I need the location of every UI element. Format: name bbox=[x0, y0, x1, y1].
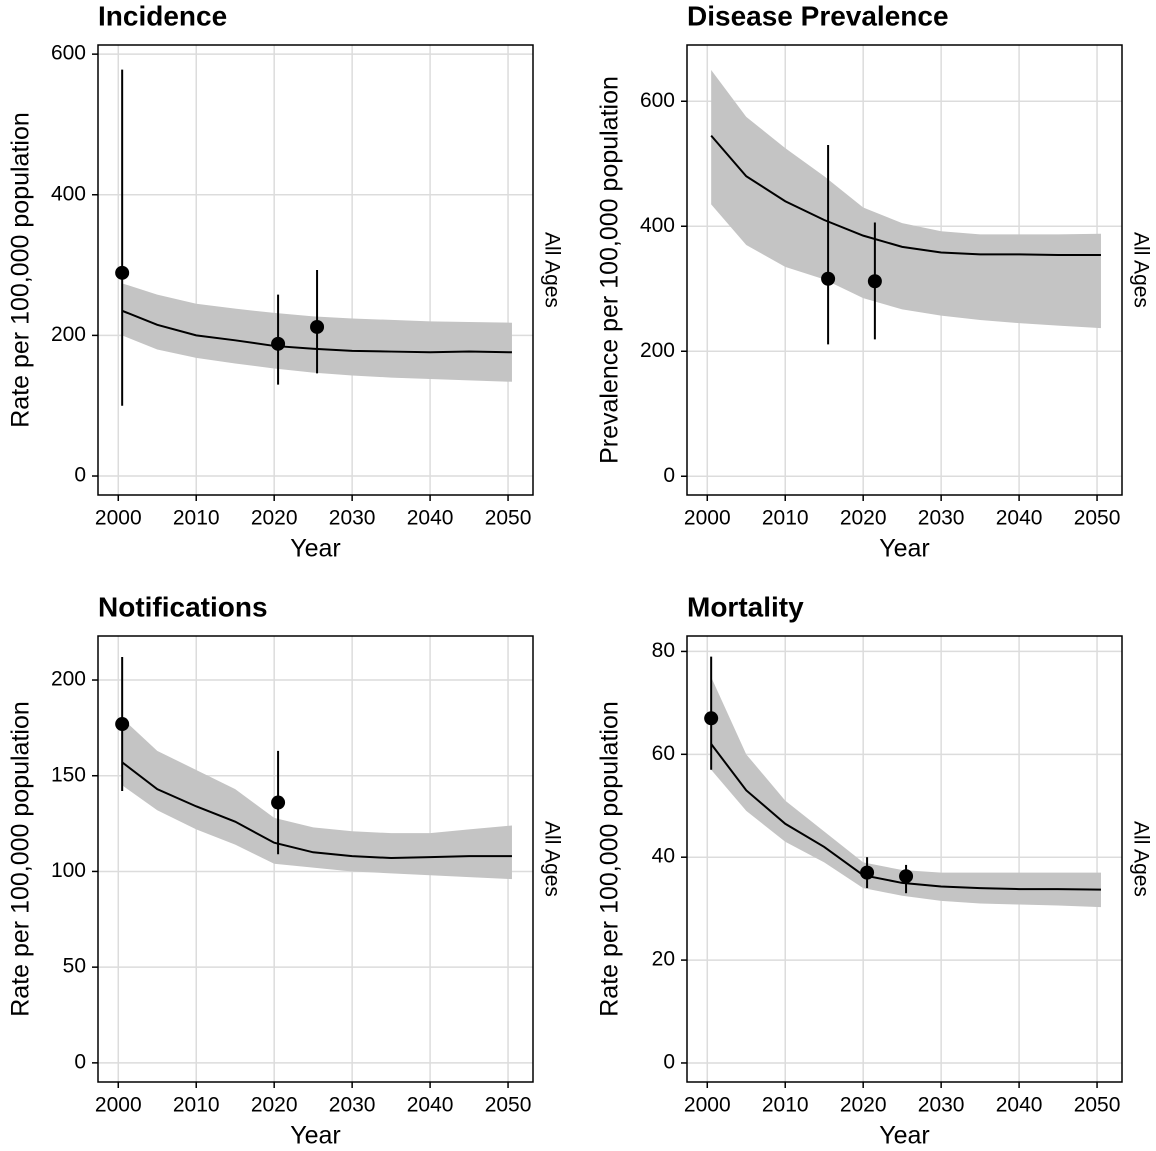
x-tick-label: 2050 bbox=[485, 507, 532, 530]
plot-border bbox=[686, 635, 1123, 1083]
data-point bbox=[860, 865, 875, 880]
x-tick-label: 2020 bbox=[840, 507, 887, 530]
plot-border bbox=[97, 635, 534, 1083]
median-line bbox=[121, 761, 512, 860]
x-tick-label: 2050 bbox=[485, 1094, 532, 1117]
y-tick-label: 0 bbox=[74, 1050, 86, 1073]
panel: Notifications 0 50 100 150 200 2000 2010 2020 203… bbox=[7, 591, 564, 1149]
data-point bbox=[310, 319, 325, 334]
x-axis-label: Year bbox=[879, 1122, 930, 1150]
y-tick-label: 0 bbox=[663, 1051, 675, 1074]
panel-title: Disease Prevalence bbox=[687, 0, 949, 31]
x-tick-label: 2040 bbox=[407, 1094, 454, 1117]
y-tick-label: 200 bbox=[51, 668, 86, 691]
panel-title: Notifications bbox=[98, 591, 268, 622]
x-tick-label: 2020 bbox=[251, 507, 298, 530]
x-tick-label: 2010 bbox=[173, 1094, 220, 1117]
facet-label: All Ages bbox=[540, 232, 563, 308]
x-tick-label: 2000 bbox=[95, 1094, 142, 1117]
y-tick-label: 400 bbox=[51, 182, 86, 205]
uncertainty-band bbox=[711, 70, 1101, 329]
y-tick-label: 150 bbox=[51, 763, 86, 786]
median-line bbox=[710, 743, 1101, 891]
y-axis-label: Rate per 100,000 population bbox=[596, 701, 624, 1017]
x-tick-label: 2010 bbox=[762, 507, 809, 530]
y-tick-label: 100 bbox=[51, 859, 86, 882]
x-tick-label: 2000 bbox=[95, 507, 142, 530]
x-axis-label: Year bbox=[290, 1122, 341, 1150]
x-tick-label: 2040 bbox=[407, 507, 454, 530]
x-tick-label: 2030 bbox=[918, 1094, 965, 1117]
x-tick-label: 2010 bbox=[762, 1094, 809, 1117]
data-point bbox=[271, 795, 286, 810]
y-tick-label: 200 bbox=[51, 323, 86, 346]
facet-label: All Ages bbox=[1129, 232, 1152, 308]
facet-label: All Ages bbox=[540, 821, 563, 897]
panel: Incidence 0 200 400 600 2000 2010 2020 2030 2040 2… bbox=[7, 0, 564, 562]
x-tick-label: 2000 bbox=[684, 507, 731, 530]
y-tick-label: 600 bbox=[51, 42, 86, 65]
y-tick-label: 400 bbox=[640, 214, 675, 237]
y-tick-label: 20 bbox=[652, 948, 675, 971]
panel-title: Mortality bbox=[687, 591, 804, 622]
x-tick-label: 2020 bbox=[840, 1094, 887, 1117]
y-tick-label: 200 bbox=[640, 339, 675, 362]
x-tick-label: 2050 bbox=[1074, 1094, 1121, 1117]
facet-label: All Ages bbox=[1129, 821, 1152, 897]
data-point bbox=[115, 717, 130, 732]
y-tick-label: 40 bbox=[652, 845, 675, 868]
median-line bbox=[121, 309, 512, 354]
uncertainty-band bbox=[711, 677, 1101, 908]
y-axis-label: Rate per 100,000 population bbox=[7, 701, 35, 1017]
y-tick-label: 50 bbox=[63, 955, 86, 978]
y-axis-label: Prevalence per 100,000 population bbox=[596, 76, 624, 464]
x-axis-label: Year bbox=[290, 535, 341, 563]
data-point bbox=[271, 336, 286, 351]
x-tick-label: 2040 bbox=[996, 507, 1043, 530]
data-point bbox=[899, 869, 914, 884]
x-tick-label: 2030 bbox=[918, 507, 965, 530]
y-tick-label: 60 bbox=[652, 742, 675, 765]
median-line bbox=[710, 134, 1101, 256]
x-tick-label: 2030 bbox=[329, 1094, 376, 1117]
data-point bbox=[867, 274, 882, 289]
x-tick-label: 2010 bbox=[173, 507, 220, 530]
y-axis-label: Rate per 100,000 population bbox=[7, 112, 35, 428]
data-point bbox=[821, 271, 836, 286]
x-tick-label: 2000 bbox=[684, 1094, 731, 1117]
uncertainty-band bbox=[122, 718, 512, 880]
y-tick-label: 0 bbox=[663, 464, 675, 487]
data-point bbox=[115, 265, 130, 280]
x-axis-label: Year bbox=[879, 535, 930, 563]
plot-border bbox=[97, 44, 534, 496]
y-tick-label: 600 bbox=[640, 89, 675, 112]
x-tick-label: 2030 bbox=[329, 507, 376, 530]
data-point bbox=[704, 711, 719, 726]
y-tick-label: 80 bbox=[652, 639, 675, 662]
plot-border bbox=[686, 44, 1123, 496]
x-tick-label: 2040 bbox=[996, 1094, 1043, 1117]
y-tick-label: 0 bbox=[74, 464, 86, 487]
panel: Disease Prevalence 0 200 400 600 2000 2010 2020… bbox=[596, 0, 1153, 562]
x-tick-label: 2020 bbox=[251, 1094, 298, 1117]
x-tick-label: 2050 bbox=[1074, 507, 1121, 530]
panel-title: Incidence bbox=[98, 0, 227, 31]
